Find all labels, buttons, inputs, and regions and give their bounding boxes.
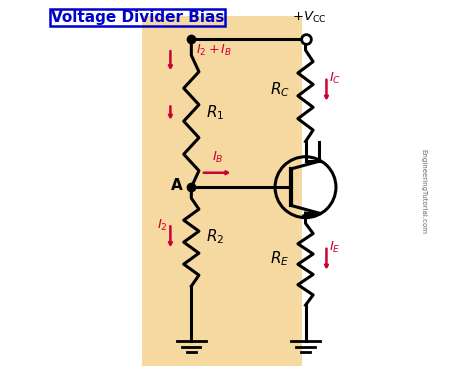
Text: $I_C$: $I_C$ [329,71,341,86]
Text: $+V_{\rm CC}$: $+V_{\rm CC}$ [292,10,327,26]
Text: $R_E$: $R_E$ [270,250,290,269]
Text: $R_1$: $R_1$ [206,104,224,122]
Text: $R_C$: $R_C$ [270,81,290,99]
FancyBboxPatch shape [142,16,302,366]
Text: Voltage Divider Bias: Voltage Divider Bias [51,10,225,25]
Text: $I_2 + I_B$: $I_2 + I_B$ [196,43,232,58]
Text: $R_2$: $R_2$ [206,227,224,246]
Text: A: A [171,178,183,193]
Text: $I_E$: $I_E$ [329,240,341,255]
Text: EngineeringTutorial.com: EngineeringTutorial.com [420,149,427,233]
Text: $I_B$: $I_B$ [212,150,224,165]
Text: $I_2$: $I_2$ [157,218,168,233]
